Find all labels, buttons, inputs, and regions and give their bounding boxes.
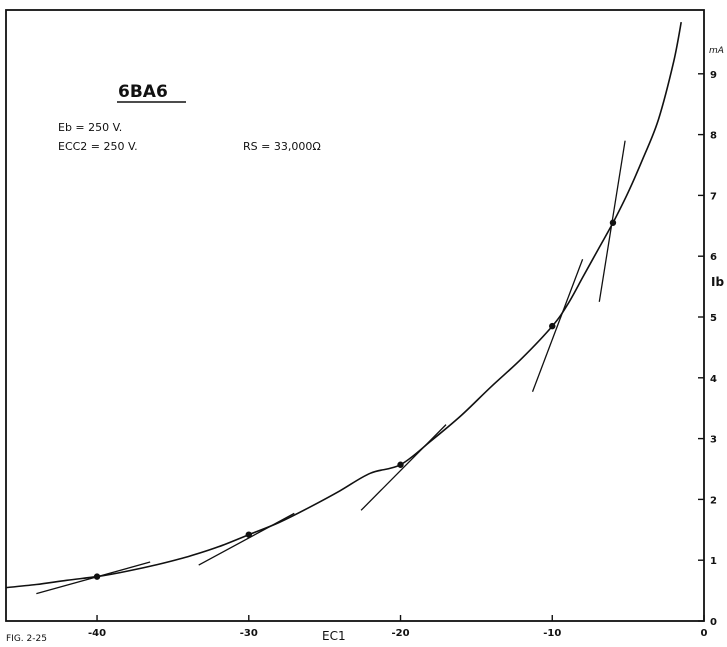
plot-frame	[5, 9, 705, 622]
chart-title: 6BA6	[118, 82, 168, 102]
x-tick-label: -10	[543, 628, 561, 639]
y-tick-label: 4	[710, 374, 717, 385]
annotation-eb: Eb = 250 V.	[58, 121, 122, 134]
labels: 6BA6 Eb = 250 V. ECC2 = 250 V. RS = 33,0…	[6, 46, 724, 644]
x-tick-label: -40	[88, 628, 106, 639]
y-axis-label: Ib	[711, 275, 724, 289]
curve-group	[5, 21, 682, 589]
tangent-line	[360, 424, 447, 511]
annotation-rs: RS = 33,000Ω	[243, 140, 321, 153]
operating-point	[549, 322, 556, 330]
y-tick-label: 9	[710, 70, 717, 81]
operating-point	[397, 461, 404, 468]
y-tick-label: 0	[710, 617, 717, 628]
y-tick-label: 6	[710, 252, 717, 263]
y-tick-label: 3	[710, 435, 717, 446]
operating-point	[609, 219, 617, 226]
x-axis-label: EC1	[322, 629, 346, 643]
x-tick-label: 0	[701, 628, 708, 639]
annotation-ecc2: ECC2 = 250 V.	[58, 140, 138, 153]
tangent-line	[531, 259, 584, 393]
tangent-line	[198, 512, 295, 566]
y-tick-label: 8	[710, 131, 717, 142]
x-tick-label: -20	[391, 628, 409, 639]
x-tick-label: -30	[240, 628, 258, 639]
y-tick-label: 7	[710, 191, 717, 202]
operating-point	[93, 573, 101, 580]
transfer-curve	[5, 21, 682, 589]
tangent-lines	[36, 140, 626, 595]
y-tick-label: 5	[710, 313, 717, 324]
y-axis-unit: mA	[709, 46, 724, 56]
axis-ticks: -40 -30 -20 -10 00 1 2 3 4 5 6 7 8 9	[88, 70, 717, 639]
figure-label: FIG. 2-25	[6, 634, 47, 644]
plot-border	[5, 9, 705, 622]
operating-point	[245, 531, 252, 538]
operating-points	[93, 219, 617, 580]
y-tick-label: 2	[710, 495, 717, 506]
y-tick-label: 1	[710, 556, 717, 567]
